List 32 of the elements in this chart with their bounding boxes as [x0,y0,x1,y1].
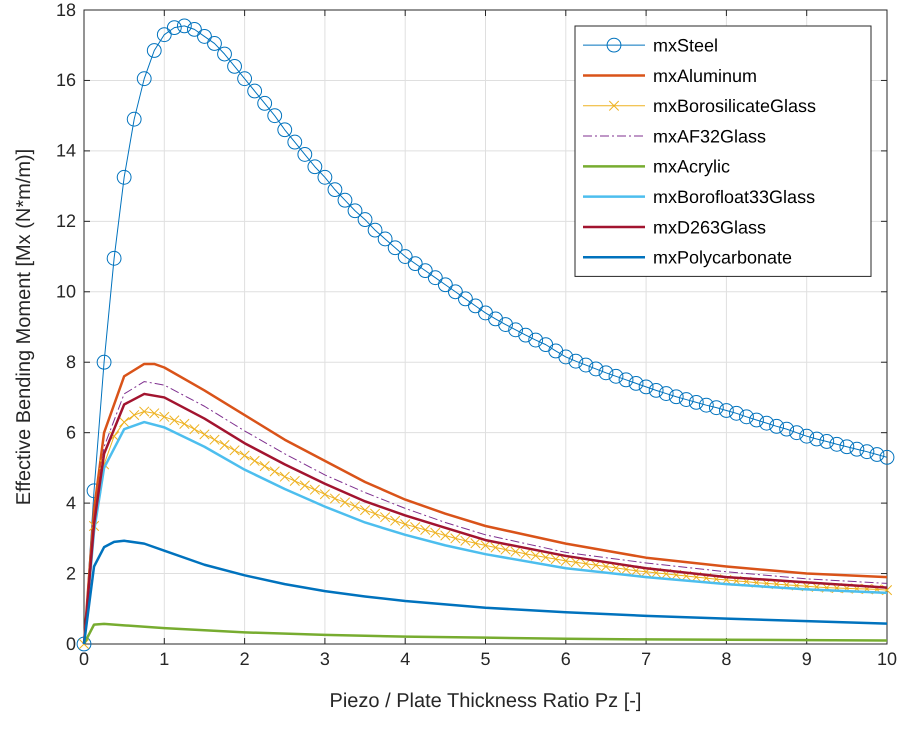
x-tick-label: 6 [560,648,571,669]
y-tick-label: 16 [56,70,76,90]
legend-label: mxAluminum [653,66,758,86]
legend-label: mxAF32Glass [653,126,766,146]
x-tick-label: 10 [876,648,898,669]
x-tick-label: 3 [320,648,330,669]
x-tick-label: 5 [480,648,491,669]
y-tick-label: 14 [56,140,76,161]
legend-label: mxBorosilicateGlass [653,96,816,116]
y-tick-label: 10 [56,282,76,302]
y-tick-label: 2 [66,563,76,584]
y-tick-label: 12 [56,211,76,232]
x-tick-label: 2 [240,648,250,669]
legend-label: mxSteel [653,35,718,56]
x-tick-label: 8 [721,648,732,669]
x-axis-title: Piezo / Plate Thickness Ratio Pz [-] [330,690,642,712]
y-tick-label: 8 [66,352,76,372]
legend-label: mxD263Glass [653,217,766,238]
legend-label: mxPolycarbonate [653,248,792,268]
legend-label: mxAcrylic [653,156,730,177]
y-axis-title: Effective Bending Moment [Mx (N*m/m)] [13,148,35,506]
x-tick-label: 4 [400,648,410,669]
x-tick-label: 9 [802,648,812,669]
y-tick-label: 6 [66,422,76,442]
x-tick-label: 0 [78,648,90,669]
x-tick-label: 1 [159,648,170,669]
legend-label: mxBorofloat33Glass [653,186,816,207]
line-series [82,622,888,646]
y-tick-label: 4 [66,492,76,513]
y-tick-label: 0 [66,634,76,654]
y-tick-label: 18 [56,0,76,20]
x-tick-label: 7 [641,648,652,669]
